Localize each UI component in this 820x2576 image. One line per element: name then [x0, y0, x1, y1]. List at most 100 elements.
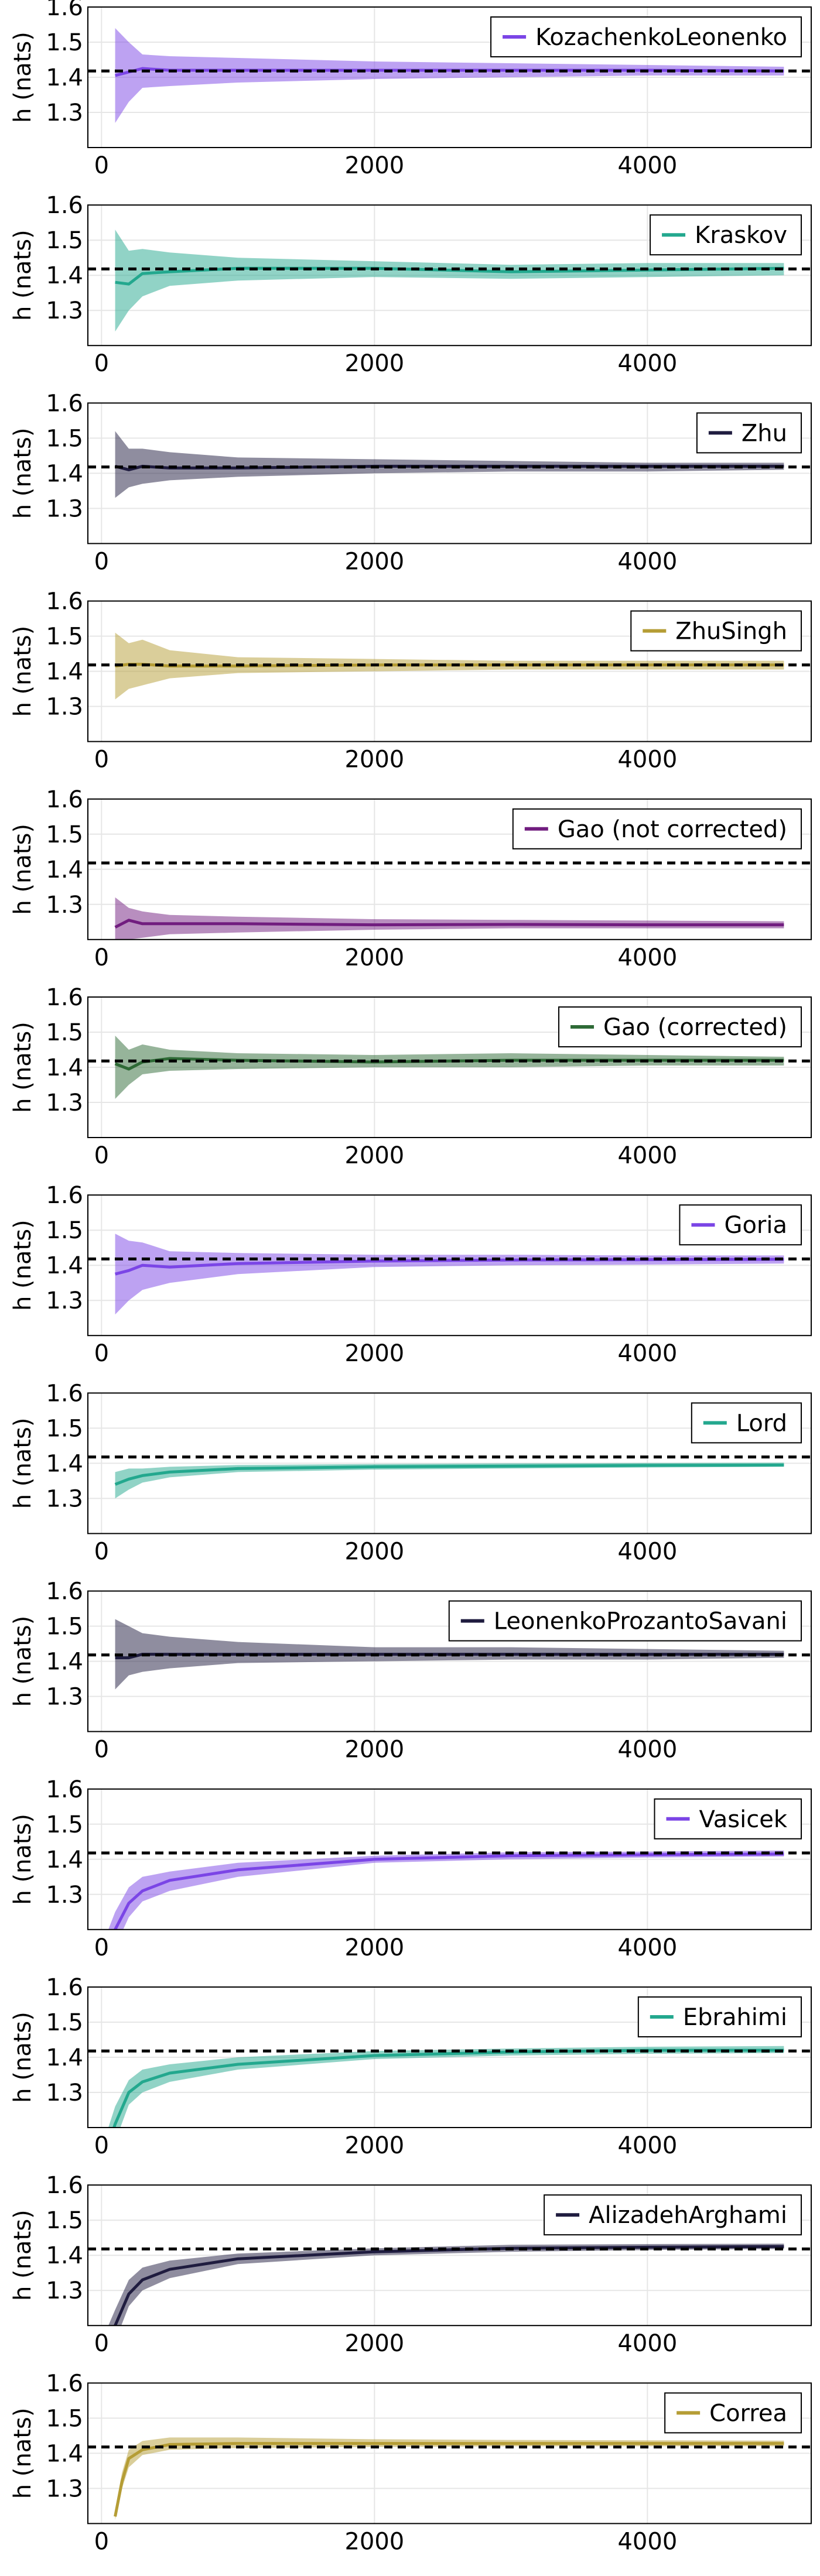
panel-gao-not-corrected: 1.3 1.4 1.5 1.6 0 2000 4000 h (nats) Gao (not co… — [9, 786, 812, 971]
x-tick-label: 2000 — [344, 152, 404, 179]
legend-box — [544, 2194, 802, 2236]
y-tick-label: 1.3 — [46, 1684, 83, 1711]
y-tick-label: 1.3 — [46, 892, 83, 919]
legend-label: AlizadehArghami — [589, 2202, 787, 2229]
y-tick-label: 1.3 — [46, 1090, 83, 1116]
x-tick-label: 4000 — [617, 2528, 677, 2555]
y-tick-label: 1.5 — [46, 1217, 83, 1244]
x-tick-label: 4000 — [617, 1736, 677, 1763]
y-tick-label: 1.6 — [46, 1776, 83, 1803]
panel-leonenkoprozantosavani: 1.3 1.4 1.5 1.6 0 2000 4000 h (nats) LeonenkoPro… — [9, 1578, 812, 1763]
x-tick-label: 0 — [94, 350, 109, 377]
y-tick-label: 1.6 — [46, 192, 83, 219]
plot-frame — [87, 1590, 812, 1732]
x-tick-label: 0 — [94, 1934, 109, 1961]
y-tick-label: 1.6 — [46, 2370, 83, 2397]
y-tick-label: 1.5 — [46, 1415, 83, 1442]
y-axis-label: h (nats) — [9, 229, 36, 321]
x-tick-label: 0 — [94, 944, 109, 971]
legend-zhu: Zhu — [696, 412, 802, 454]
y-tick-label: 1.3 — [46, 100, 83, 126]
lord-line — [114, 1463, 784, 1486]
y-tick-label: 1.5 — [46, 1811, 83, 1838]
x-tick-label: 4000 — [617, 1340, 677, 1367]
y-tick-label: 1.3 — [46, 1287, 83, 1314]
x-tick-label: 4000 — [617, 746, 677, 773]
y-tick-label: 1.5 — [46, 2207, 83, 2234]
x-tick-label: 2000 — [344, 2330, 404, 2357]
legend-gao-not-corrected: Gao (not corrected) — [512, 808, 802, 849]
plot-frame — [87, 1194, 812, 1337]
x-tick-label: 4000 — [617, 1538, 677, 1565]
x-tick-label: 4000 — [617, 1142, 677, 1169]
y-tick-label: 1.3 — [46, 2277, 83, 2304]
panel-goria: 1.3 1.4 1.5 1.6 0 2000 4000 h (nats) Goria — [9, 1182, 812, 1367]
plot-frame — [87, 6, 812, 148]
y-tick-label: 1.4 — [46, 262, 83, 289]
legend-box — [654, 1798, 802, 1839]
y-tick-label: 1.5 — [46, 227, 83, 254]
legend-lord: Lord — [691, 1402, 802, 1444]
x-tick-label: 0 — [94, 1142, 109, 1169]
x-tick-label: 0 — [94, 1538, 109, 1565]
y-axis-label: h (nats) — [9, 1814, 36, 1905]
y-tick-label: 1.6 — [46, 786, 83, 813]
y-tick-label: 1.5 — [46, 2009, 83, 2036]
panel-lord: 1.3 1.4 1.5 1.6 0 2000 4000 h (nats) Lord — [9, 1380, 812, 1565]
legend-kraskov: Kraskov — [650, 214, 802, 256]
zhu-band — [115, 431, 784, 498]
y-axis-label: h (nats) — [9, 2210, 36, 2301]
y-tick-label: 1.3 — [46, 1882, 83, 1909]
legend-label: Kraskov — [695, 222, 787, 249]
legend-label: Goria — [724, 1212, 787, 1239]
y-tick-label: 1.5 — [46, 425, 83, 452]
goria-band — [115, 1234, 784, 1315]
legend-box — [512, 808, 802, 849]
kozachenkoleonenko-band — [115, 28, 784, 123]
legend-leonenkoprozantosavani: LeonenkoProzantoSavani — [448, 1600, 802, 1642]
y-tick-label: 1.6 — [46, 1578, 83, 1605]
y-tick-label: 1.4 — [46, 1054, 83, 1081]
legend-box — [696, 412, 802, 454]
legend-label: Lord — [736, 1410, 787, 1437]
plot-frame — [87, 402, 812, 544]
y-tick-label: 1.4 — [46, 1649, 83, 1676]
y-tick-label: 1.4 — [46, 2440, 83, 2467]
legend-label: Ebrahimi — [683, 2004, 787, 2031]
legend-zhusingh: ZhuSingh — [630, 610, 802, 652]
x-tick-label: 2000 — [344, 2528, 404, 2555]
plot-frame — [87, 2382, 812, 2524]
y-tick-label: 1.4 — [46, 857, 83, 883]
y-tick-label: 1.4 — [46, 460, 83, 487]
x-tick-label: 2000 — [344, 2132, 404, 2159]
x-tick-label: 4000 — [617, 2132, 677, 2159]
legend-label: LeonenkoProzantoSavani — [494, 1608, 787, 1635]
y-tick-label: 1.5 — [46, 1614, 83, 1640]
vasicek-line — [113, 1852, 784, 1930]
y-tick-label: 1.4 — [46, 64, 83, 91]
y-tick-label: 1.6 — [46, 390, 83, 417]
panel-kraskov: 1.3 1.4 1.5 1.6 0 2000 4000 h (nats) Kraskov — [9, 192, 812, 377]
legend-box — [637, 1996, 802, 2037]
legend-label: Gao (not corrected) — [558, 816, 787, 843]
x-tick-label: 0 — [94, 746, 109, 773]
x-tick-label: 2000 — [344, 548, 404, 575]
y-tick-label: 1.6 — [46, 1974, 83, 2001]
legend-label: Vasicek — [699, 1806, 788, 1833]
gao-not-corrected-band — [115, 897, 784, 940]
legend-alizadeharghami: AlizadehArghami — [544, 2194, 802, 2236]
legend-label: KozachenkoLeonenko — [535, 24, 787, 51]
y-tick-label: 1.3 — [46, 495, 83, 522]
y-tick-label: 1.4 — [46, 2044, 83, 2071]
y-tick-label: 1.6 — [46, 2172, 83, 2199]
legend-label: ZhuSingh — [675, 618, 787, 645]
x-tick-label: 2000 — [344, 1142, 404, 1169]
y-tick-label: 1.5 — [46, 29, 83, 56]
legend-correa: Correa — [664, 2392, 802, 2434]
x-tick-label: 2000 — [344, 1340, 404, 1367]
y-axis-label: h (nats) — [9, 2408, 36, 2499]
y-tick-label: 1.5 — [46, 2405, 83, 2432]
legend-label: Correa — [709, 2400, 787, 2427]
y-axis-label: h (nats) — [9, 32, 36, 123]
